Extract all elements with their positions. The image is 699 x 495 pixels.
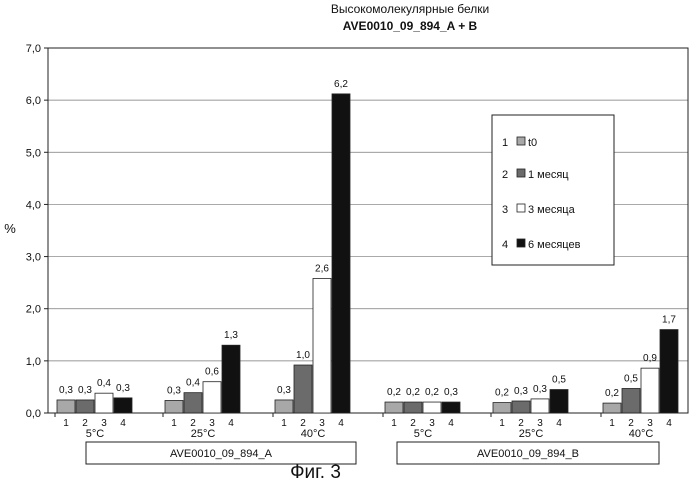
bar-chart: 0,0 1,0 2,0 3,0 4,0 5,0 6,0 7,0% 0,3 1 0,3 2 0,4 3 0,3… bbox=[0, 0, 699, 495]
data-label: 0,9 bbox=[643, 353, 657, 364]
bar bbox=[114, 398, 132, 413]
data-label: 2,6 bbox=[315, 263, 329, 274]
data-label: 0,3 bbox=[533, 384, 547, 395]
data-label: 0,3 bbox=[59, 385, 73, 396]
data-label: 1,7 bbox=[662, 315, 676, 326]
bar-number-label: 4 bbox=[666, 418, 672, 429]
data-label: 0,2 bbox=[387, 387, 401, 398]
legend-swatch bbox=[517, 239, 525, 247]
bar-number-label: 4 bbox=[228, 418, 234, 429]
bar-number-label: 4 bbox=[120, 418, 126, 429]
bar bbox=[404, 402, 422, 413]
temperature-label: 40°C bbox=[629, 428, 654, 440]
temperature-label: 25°C bbox=[191, 428, 216, 440]
group-label: AVE0010_09_894_A bbox=[170, 448, 273, 460]
legend-number: 3 bbox=[502, 204, 508, 216]
bar-number-label: 1 bbox=[499, 418, 505, 429]
legend-label: 3 месяца bbox=[528, 204, 576, 216]
data-label: 0,5 bbox=[624, 373, 638, 384]
bar bbox=[203, 382, 221, 413]
bar bbox=[385, 402, 403, 413]
data-label: 0,3 bbox=[277, 385, 291, 396]
bar bbox=[493, 403, 511, 413]
temperature-label: 5°C bbox=[414, 428, 433, 440]
bar-number-label: 1 bbox=[171, 418, 177, 429]
temperature-label: 40°C bbox=[301, 428, 326, 440]
y-tick-label: 0,0 bbox=[26, 408, 41, 420]
legend-label: 6 месяцев bbox=[528, 239, 581, 251]
bar bbox=[57, 400, 75, 413]
bar-number-label: 1 bbox=[391, 418, 397, 429]
legend-label: 1 месяц bbox=[528, 169, 569, 181]
bar bbox=[275, 400, 293, 413]
legend-number: 4 bbox=[502, 239, 508, 251]
bar bbox=[184, 393, 202, 413]
bar bbox=[222, 345, 240, 413]
data-label: 0,3 bbox=[167, 385, 181, 396]
figure-caption: Фиг. 3 bbox=[0, 462, 699, 484]
bar bbox=[550, 390, 568, 413]
bar bbox=[165, 400, 183, 413]
bar-number-label: 1 bbox=[281, 418, 287, 429]
bar-number-label: 1 bbox=[609, 418, 615, 429]
bar bbox=[512, 401, 530, 413]
bar-number-label: 4 bbox=[338, 418, 344, 429]
figure-caption-text: Фиг. 3 bbox=[290, 462, 341, 483]
data-label: 0,2 bbox=[406, 387, 420, 398]
bar bbox=[531, 399, 549, 413]
bar bbox=[442, 402, 460, 413]
data-label: 1,0 bbox=[296, 350, 310, 361]
legend-swatch bbox=[517, 137, 525, 145]
data-label: 0,2 bbox=[425, 387, 439, 398]
bar bbox=[332, 94, 350, 413]
bar bbox=[641, 368, 659, 413]
y-tick-label: 3,0 bbox=[26, 252, 41, 264]
y-tick-label: 6,0 bbox=[26, 95, 41, 107]
bar-number-label: 4 bbox=[556, 418, 562, 429]
data-label: 0,2 bbox=[605, 388, 619, 399]
bar bbox=[622, 388, 640, 413]
data-label: 0,4 bbox=[97, 378, 111, 389]
y-axis-label: % bbox=[4, 221, 16, 236]
data-label: 0,2 bbox=[495, 388, 509, 399]
temperature-label: 5°C bbox=[86, 428, 105, 440]
bar bbox=[294, 365, 312, 413]
data-label: 0,6 bbox=[205, 367, 219, 378]
bar bbox=[76, 400, 94, 413]
temperature-label: 25°C bbox=[519, 428, 544, 440]
bar bbox=[95, 393, 113, 413]
bar-number-label: 4 bbox=[448, 418, 454, 429]
legend-swatch bbox=[517, 169, 525, 177]
y-tick-label: 7,0 bbox=[26, 43, 41, 55]
data-label: 0,3 bbox=[514, 386, 528, 397]
data-label: 0,4 bbox=[186, 378, 200, 389]
data-label: 6,2 bbox=[334, 79, 348, 90]
legend-number: 1 bbox=[502, 137, 508, 149]
data-label: 0,5 bbox=[552, 375, 566, 386]
y-tick-label: 2,0 bbox=[26, 304, 41, 316]
bar bbox=[603, 403, 621, 413]
y-tick-label: 5,0 bbox=[26, 147, 41, 159]
bar bbox=[423, 402, 441, 413]
legend-swatch bbox=[517, 204, 525, 212]
data-label: 0,3 bbox=[444, 387, 458, 398]
bar-number-label: 1 bbox=[63, 418, 69, 429]
legend-number: 2 bbox=[502, 169, 508, 181]
legend-label: t0 bbox=[528, 137, 537, 149]
data-label: 1,3 bbox=[224, 330, 238, 341]
y-tick-label: 1,0 bbox=[26, 356, 41, 368]
group-label: AVE0010_09_894_B bbox=[477, 448, 579, 460]
y-tick-label: 4,0 bbox=[26, 199, 41, 211]
data-label: 0,3 bbox=[78, 385, 92, 396]
data-label: 0,3 bbox=[116, 383, 130, 394]
bar bbox=[660, 330, 678, 413]
bar bbox=[313, 278, 331, 413]
